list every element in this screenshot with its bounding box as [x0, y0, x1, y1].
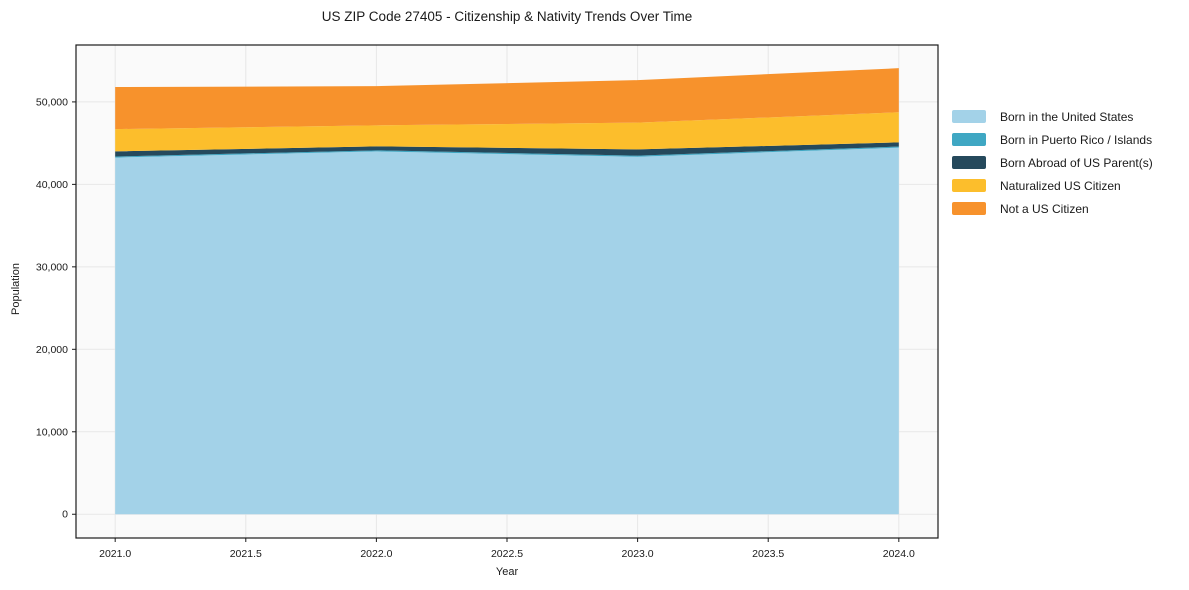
x-tick-label: 2021.0 — [99, 548, 131, 560]
legend: Born in the United States Born in Puerto … — [952, 105, 1153, 220]
y-tick-label: 20,000 — [36, 344, 68, 356]
legend-item: Not a US Citizen — [952, 197, 1153, 220]
area-series-2 — [115, 142, 899, 157]
legend-item: Born in the United States — [952, 105, 1153, 128]
area-series-4 — [115, 68, 899, 130]
y-tick-label: 10,000 — [36, 426, 68, 438]
area-series-1 — [115, 146, 899, 158]
legend-swatch — [952, 133, 986, 146]
y-tick-label: 50,000 — [36, 96, 68, 108]
legend-label: Naturalized US Citizen — [1000, 178, 1121, 193]
x-tick-label: 2022.0 — [360, 548, 392, 560]
area-series-0 — [115, 147, 899, 515]
chart-title: US ZIP Code 27405 - Citizenship & Nativi… — [321, 9, 693, 24]
legend-item: Naturalized US Citizen — [952, 174, 1153, 197]
legend-label: Born Abroad of US Parent(s) — [1000, 155, 1153, 170]
y-axis-label: Population — [10, 263, 22, 315]
x-axis-label: Year — [495, 566, 519, 578]
y-tick-label: 0 — [62, 509, 68, 521]
legend-swatch — [952, 110, 986, 123]
y-tick-label: 40,000 — [36, 179, 68, 191]
area-series-3 — [115, 112, 899, 152]
legend-item: Born in Puerto Rico / Islands — [952, 128, 1153, 151]
legend-swatch — [952, 179, 986, 192]
legend-label: Not a US Citizen — [1000, 201, 1089, 216]
legend-label: Born in the United States — [1000, 109, 1134, 124]
legend-label: Born in Puerto Rico / Islands — [1000, 132, 1153, 147]
x-tick-label: 2023.5 — [752, 548, 784, 560]
x-tick-label: 2021.5 — [230, 548, 262, 560]
legend-swatch — [952, 156, 986, 169]
x-tick-label: 2023.0 — [622, 548, 654, 560]
x-tick-label: 2022.5 — [491, 548, 523, 560]
x-tick-label: 2024.0 — [883, 548, 915, 560]
legend-swatch — [952, 202, 986, 215]
legend-item: Born Abroad of US Parent(s) — [952, 151, 1153, 174]
y-tick-label: 30,000 — [36, 261, 68, 273]
